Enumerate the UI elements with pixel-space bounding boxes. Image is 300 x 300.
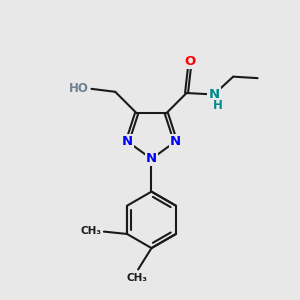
Text: CH₃: CH₃	[81, 226, 102, 236]
Text: N: N	[170, 135, 181, 148]
Text: N: N	[122, 135, 133, 148]
Text: N: N	[146, 152, 157, 165]
Text: HO: HO	[69, 82, 89, 95]
Text: CH₃: CH₃	[126, 273, 147, 284]
Text: N: N	[208, 88, 220, 101]
Text: O: O	[184, 55, 195, 68]
Text: H: H	[212, 99, 222, 112]
